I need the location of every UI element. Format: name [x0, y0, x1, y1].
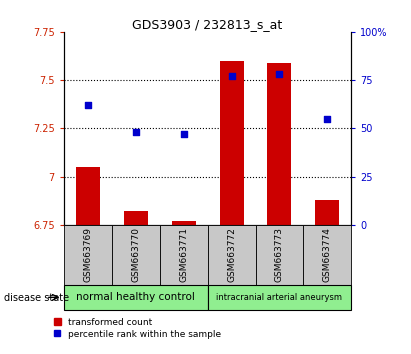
Text: GSM663773: GSM663773 — [275, 227, 284, 282]
Point — [84, 102, 91, 108]
Point — [324, 116, 331, 121]
Text: GSM663769: GSM663769 — [83, 227, 92, 282]
Point — [228, 73, 235, 79]
Bar — [303, 225, 351, 285]
Bar — [256, 225, 303, 285]
Point — [132, 129, 139, 135]
Text: GSM663774: GSM663774 — [323, 227, 332, 282]
Bar — [268, 63, 291, 225]
Bar — [124, 211, 148, 225]
Text: normal healthy control: normal healthy control — [76, 292, 195, 302]
Bar — [172, 221, 196, 225]
Bar — [219, 61, 243, 225]
Text: GSM663771: GSM663771 — [179, 227, 188, 282]
Legend: transformed count, percentile rank within the sample: transformed count, percentile rank withi… — [54, 318, 222, 338]
Text: intracranial arterial aneurysm: intracranial arterial aneurysm — [217, 293, 342, 302]
Text: disease state: disease state — [4, 293, 69, 303]
Bar — [315, 200, 339, 225]
Title: GDS3903 / 232813_s_at: GDS3903 / 232813_s_at — [132, 18, 283, 31]
Text: GSM663770: GSM663770 — [131, 227, 140, 282]
Bar — [64, 225, 112, 285]
Bar — [64, 285, 208, 310]
Bar — [112, 225, 159, 285]
Bar — [76, 167, 100, 225]
Bar — [159, 225, 208, 285]
Point — [180, 131, 187, 137]
Text: GSM663772: GSM663772 — [227, 227, 236, 282]
Bar — [208, 285, 351, 310]
Bar — [208, 225, 256, 285]
Point — [276, 72, 283, 77]
